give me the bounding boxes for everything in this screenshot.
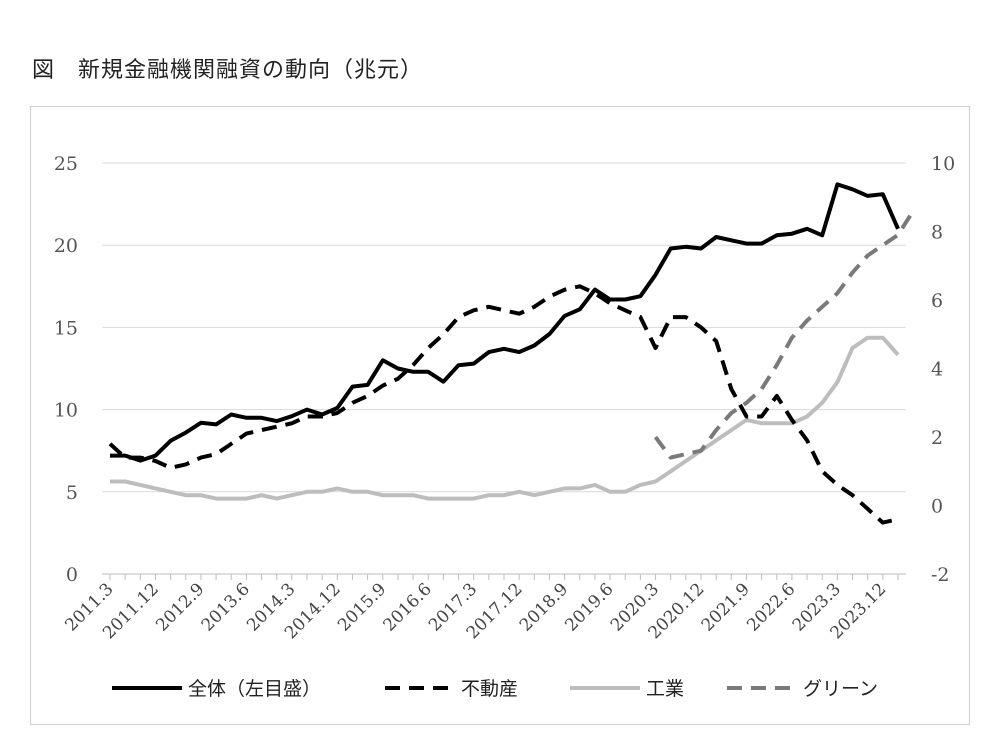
series-line-1 (108, 284, 899, 525)
right-tick-label: 8 (931, 222, 943, 244)
right-axis-ticks: -2 0 2 4 6 8 10 (931, 153, 955, 586)
series-lines (108, 182, 915, 525)
right-tick-label: -2 (931, 564, 950, 586)
chart-frame (30, 106, 970, 725)
left-tick-label: 10 (54, 400, 78, 422)
x-tick-label: 2022.6 (743, 579, 799, 635)
legend: 全体（左目盛） 不動産 工業 グリーン (112, 678, 878, 700)
x-tick-label: 2012.9 (152, 579, 208, 635)
right-tick-label: 2 (931, 427, 943, 449)
left-tick-label: 25 (54, 153, 78, 175)
left-tick-label: 15 (54, 317, 78, 339)
x-tick-label: 2013.6 (198, 579, 254, 635)
right-tick-label: 0 (931, 496, 943, 518)
left-axis-ticks: 0 5 10 15 20 25 (54, 153, 78, 586)
series-line-3 (653, 209, 915, 460)
gridlines (102, 162, 906, 575)
series-line-0 (110, 182, 900, 463)
legend-label: 工業 (646, 678, 684, 700)
x-axis: 2011.32011.122012.92013.62014.32014.1220… (61, 573, 906, 643)
right-tick-label: 6 (931, 290, 943, 312)
x-tick-label: 2015.9 (334, 579, 390, 635)
legend-label: グリーン (803, 678, 878, 700)
x-tick-label: 2019.6 (561, 579, 617, 635)
x-tick-label: 2018.9 (516, 579, 572, 635)
right-tick-label: 4 (931, 359, 943, 381)
chart-title: 図 新規金融機関融資の動向（兆元） (32, 58, 424, 83)
left-tick-label: 20 (54, 235, 78, 257)
legend-label: 不動産 (461, 678, 518, 700)
right-tick-label: 10 (931, 153, 955, 175)
legend-label: 全体（左目盛） (188, 678, 321, 700)
x-tick-label: 2016.6 (380, 579, 436, 635)
left-tick-label: 5 (66, 482, 78, 504)
x-tick-label: 2021.9 (698, 579, 754, 635)
left-tick-label: 0 (66, 564, 78, 586)
series-line-2 (110, 335, 900, 501)
